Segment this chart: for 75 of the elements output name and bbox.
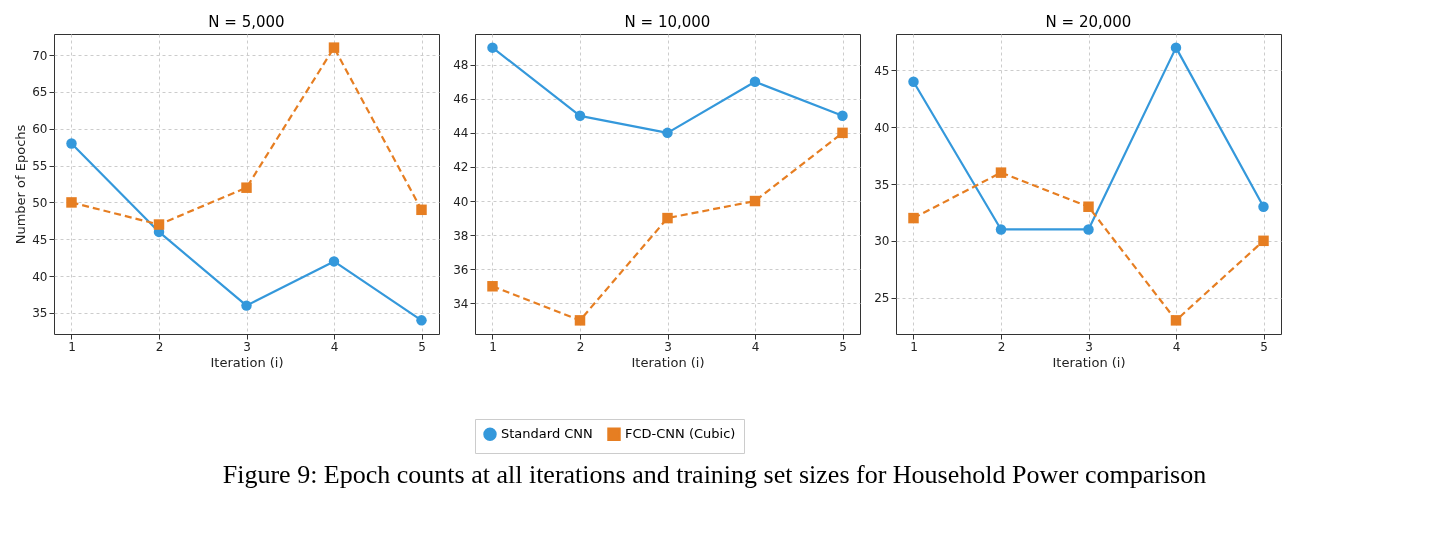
x-tick-label: 2 (576, 339, 585, 354)
y-tick-label: 70 (32, 48, 48, 63)
point (1258, 201, 1269, 212)
x-tick-label: 4 (330, 339, 339, 354)
y-tick-label: 42 (453, 160, 469, 175)
x-tick-label: 1 (910, 339, 918, 354)
legend-label: Standard CNN (501, 426, 593, 442)
x-tick-label: 3 (1085, 339, 1093, 354)
y-tick-label: 40 (453, 194, 469, 209)
point (662, 212, 673, 224)
x-tick-label: 2 (997, 339, 1006, 354)
x-tick-label: 5 (1260, 339, 1268, 354)
point (749, 76, 761, 87)
point (66, 138, 77, 149)
y-tick-label: 48 (453, 58, 469, 73)
point (908, 76, 919, 87)
y-tick-label: 65 (32, 85, 48, 100)
point (1258, 235, 1269, 247)
y-tick-label: 30 (874, 234, 890, 249)
x-axis-title: Iteration (i) (631, 354, 705, 370)
point (416, 315, 427, 326)
x-tick-label: 2 (155, 339, 164, 354)
chart-title: N = 5,000 (208, 13, 285, 31)
y-tick-label: 36 (453, 262, 469, 277)
x-tick-label: 4 (1172, 339, 1181, 354)
x-tick-label: 1 (68, 339, 76, 354)
point (416, 204, 427, 216)
point (487, 281, 498, 292)
y-tick-label: 45 (32, 232, 48, 247)
y-tick-label: 50 (32, 195, 48, 210)
y-tick-label: 60 (32, 122, 48, 137)
x-tick-label: 3 (664, 339, 672, 354)
point (1170, 42, 1182, 53)
point (749, 195, 761, 207)
point (908, 212, 919, 224)
y-tick-label: 45 (874, 63, 890, 78)
point (574, 110, 586, 122)
chart-title: N = 10,000 (624, 13, 711, 31)
point (995, 224, 1007, 235)
point (1083, 201, 1094, 212)
point (1083, 224, 1094, 235)
y-tick-label: 44 (453, 126, 469, 141)
point (66, 197, 77, 208)
y-tick-label: 40 (874, 120, 890, 135)
point (837, 127, 848, 139)
x-tick-label: 3 (243, 339, 251, 354)
y-tick-label: 25 (874, 291, 890, 306)
y-axis-title: Number of Epochs (13, 124, 29, 245)
y-tick-label: 38 (453, 228, 469, 243)
x-tick-label: 5 (839, 339, 847, 354)
x-tick-label: 4 (751, 339, 760, 354)
point (487, 42, 498, 53)
x-axis-title: Iteration (i) (210, 354, 284, 370)
point (241, 300, 252, 311)
chart-title: N = 20,000 (1045, 13, 1132, 31)
point (328, 42, 340, 53)
x-tick-label: 5 (418, 339, 426, 354)
x-tick-label: 1 (489, 339, 497, 354)
legend-label: FCD-CNN (Cubic) (625, 426, 736, 442)
y-tick-label: 35 (32, 306, 48, 321)
point (153, 219, 165, 230)
point (241, 182, 252, 193)
point (1170, 315, 1182, 326)
point (574, 315, 586, 326)
point (662, 127, 673, 139)
point (995, 167, 1007, 178)
point (837, 110, 848, 122)
y-tick-label: 40 (32, 269, 48, 284)
y-tick-label: 46 (453, 92, 469, 107)
caption: Figure 9: Epoch counts at all iterations and training set sizes for Household Power comparison (221, 460, 1208, 490)
y-tick-label: 34 (453, 296, 469, 311)
y-tick-label: 35 (874, 177, 890, 192)
y-tick-label: 55 (32, 159, 48, 174)
point (328, 256, 340, 267)
x-axis-title: Iteration (i) (1052, 354, 1126, 370)
